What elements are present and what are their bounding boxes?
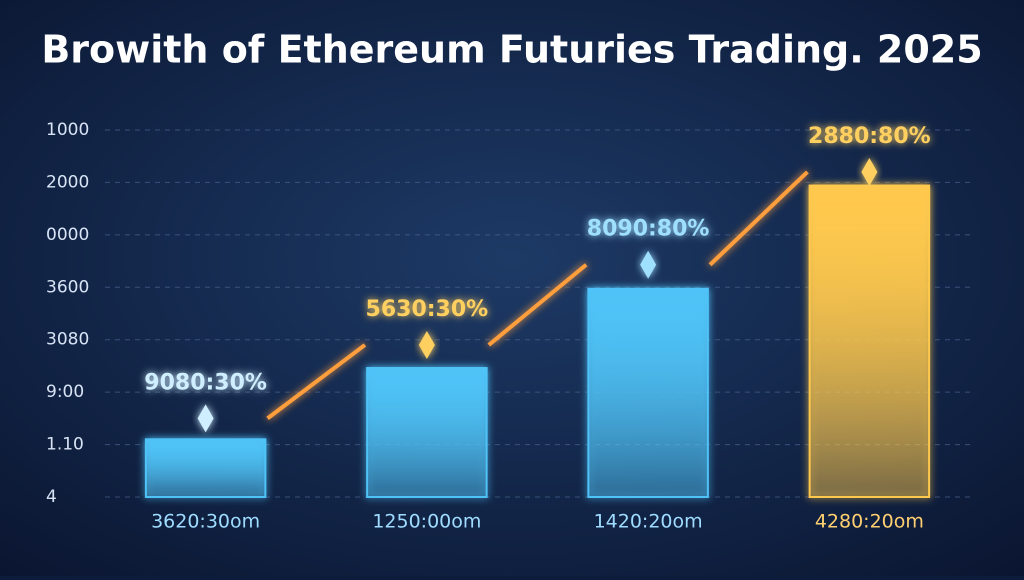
point-label: 8090:80% (587, 217, 710, 242)
bar (366, 367, 488, 499)
point-label: 2880:80% (808, 124, 931, 149)
y-tick-label: 3080 (46, 330, 89, 350)
chart-title: Browith of Ethereum Futuries Trading. 20… (41, 28, 982, 72)
y-tick-label: 0000 (46, 225, 89, 245)
bar (587, 287, 709, 499)
line-connector (487, 263, 588, 347)
line-connector (266, 343, 367, 420)
line-marker (418, 330, 435, 359)
point-label: 5630:30% (366, 297, 489, 322)
x-tick-label: 3620:30om (151, 511, 260, 533)
y-tick-label: 2000 (46, 172, 89, 192)
point-label: 9080:30% (144, 370, 267, 395)
bar (808, 184, 931, 498)
line-marker (640, 250, 657, 279)
bar (144, 438, 267, 499)
y-tick-label: 9:00 (46, 382, 84, 402)
y-tick-label: 4 (46, 487, 57, 507)
x-tick-label: 4280:20om (815, 511, 924, 533)
x-tick-label: 1420:20om (594, 511, 703, 533)
line-connector (708, 170, 809, 267)
line-marker (197, 404, 214, 433)
y-tick-label: 1000 (46, 120, 89, 140)
line-marker (861, 157, 878, 186)
y-tick-label: 1.10 (46, 435, 84, 455)
y-tick-label: 3600 (46, 277, 89, 297)
x-tick-label: 1250:00om (372, 511, 481, 533)
